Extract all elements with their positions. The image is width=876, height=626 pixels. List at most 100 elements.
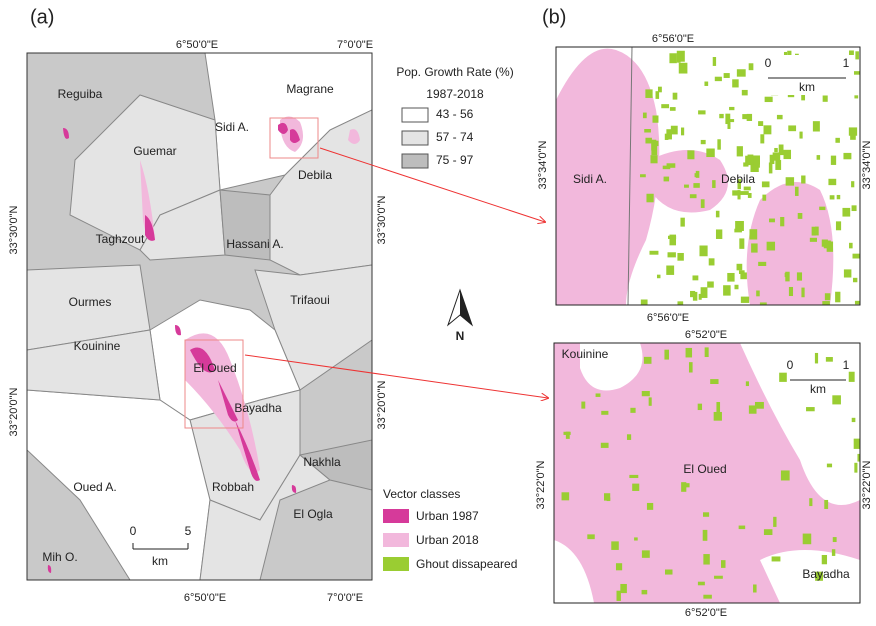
ghout-patch	[710, 379, 718, 384]
ghout-patch	[677, 51, 685, 62]
ghout-patch	[809, 498, 812, 506]
ghout-patch	[714, 576, 723, 579]
ghout-patch	[690, 194, 697, 198]
ghout-patch	[703, 512, 709, 516]
scale-unit: km	[799, 80, 815, 94]
ghout-patch	[851, 181, 854, 187]
ghout-patch	[707, 281, 714, 287]
ghout-patch	[661, 104, 669, 108]
ghout-patch	[705, 347, 709, 357]
region-label: Hassani A.	[226, 237, 283, 251]
ghout-patch	[669, 53, 676, 63]
ghout-patch	[698, 404, 702, 410]
ghout-patch	[854, 95, 858, 98]
ghout-patch	[703, 530, 708, 541]
region-label: El Ogla	[293, 507, 333, 521]
ghout-patch	[739, 270, 745, 274]
ghout-patch	[732, 79, 738, 87]
place-label: El Oued	[683, 462, 726, 476]
tick: 33°30'0"N	[8, 205, 20, 254]
ghout-patch	[823, 95, 828, 101]
region-label: Ourmes	[69, 295, 112, 309]
region-label: Magrane	[286, 82, 334, 96]
ghout-patch	[788, 125, 796, 131]
ghout-patch	[664, 350, 669, 360]
ghout-patch	[742, 90, 748, 95]
scale-label: 0	[130, 524, 137, 538]
ghout-patch	[739, 526, 746, 530]
ghout-patch	[833, 537, 837, 542]
ghout-patch	[773, 517, 776, 527]
ghout-patch	[664, 177, 670, 182]
region-label: Taghzout	[96, 232, 145, 246]
ghout-patch	[760, 302, 767, 312]
ghout-patch	[698, 582, 705, 586]
ghout-patch	[737, 69, 746, 76]
legend-title: Pop. Growth Rate (%)	[396, 65, 513, 79]
ghout-patch	[801, 175, 805, 183]
ghout-patch	[687, 150, 694, 159]
ghout-patch	[734, 229, 742, 233]
ghout-patch	[832, 549, 835, 556]
ghout-patch	[656, 91, 660, 99]
region-label: Kouinine	[74, 339, 121, 353]
ghout-patch	[663, 166, 671, 170]
ghout-patch	[684, 185, 689, 188]
ghout-patch	[630, 408, 635, 413]
tick: 33°20'0"N	[376, 380, 388, 429]
ghout-patch	[739, 238, 744, 248]
ghout-patch	[665, 569, 672, 574]
map-a	[27, 53, 372, 580]
ghout-patch	[772, 556, 781, 561]
ghout-patch	[634, 537, 638, 540]
legend-subtitle: 1987-2018	[426, 87, 484, 101]
ghout-patch	[767, 242, 775, 251]
ghout-patch	[681, 482, 686, 492]
ghout-patch	[806, 407, 815, 411]
scale-unit: km	[810, 382, 826, 396]
ghout-patch	[649, 251, 658, 255]
tick: 33°20'0"N	[8, 387, 20, 436]
tick: 6°56'0"E	[647, 312, 689, 324]
ghout-patch	[701, 140, 706, 144]
ghout-patch	[842, 208, 850, 217]
ghout-patch	[844, 269, 851, 277]
ghout-patch	[632, 484, 639, 491]
ghout-patch	[764, 125, 772, 134]
ghout-patch	[795, 187, 799, 196]
ghout-patch	[651, 140, 656, 151]
ghout-patch	[815, 227, 819, 236]
ghout-patch	[601, 443, 609, 448]
ghout-patch	[666, 266, 674, 275]
region-label: Debila	[298, 168, 332, 182]
scale-label: 0	[787, 358, 794, 372]
place-label: Kouinine	[562, 347, 609, 361]
ghout-patch	[764, 529, 772, 535]
ghout-patch	[668, 252, 676, 257]
legend-item: 57 - 74	[436, 130, 474, 144]
ghout-patch	[728, 119, 735, 122]
legend-item: Urban 1987	[416, 509, 479, 523]
ghout-patch	[741, 297, 749, 303]
scale-unit: km	[152, 554, 168, 568]
ghout-patch	[803, 534, 812, 545]
tick: 6°52'0"E	[685, 329, 727, 341]
ghout-patch	[721, 560, 726, 568]
ghout-patch	[671, 126, 678, 135]
ghout-patch	[748, 155, 754, 166]
ghout-patch	[715, 77, 722, 81]
north-label: N	[456, 329, 465, 343]
scale-label: 1	[843, 56, 850, 70]
ghout-patch	[854, 71, 862, 75]
ghout-patch	[837, 195, 841, 199]
region-label: Sidi A.	[215, 120, 249, 134]
legend-item: Ghout dissapeared	[416, 557, 517, 571]
ghout-patch	[824, 241, 831, 249]
ghout-patch	[649, 397, 652, 405]
ghout-patch	[789, 287, 793, 296]
ghout-patch	[824, 500, 828, 509]
ghout-patch	[826, 357, 833, 362]
ghout-patch	[644, 129, 651, 133]
ghout-patch	[769, 162, 773, 173]
tick: 33°34'0"N	[861, 140, 873, 189]
